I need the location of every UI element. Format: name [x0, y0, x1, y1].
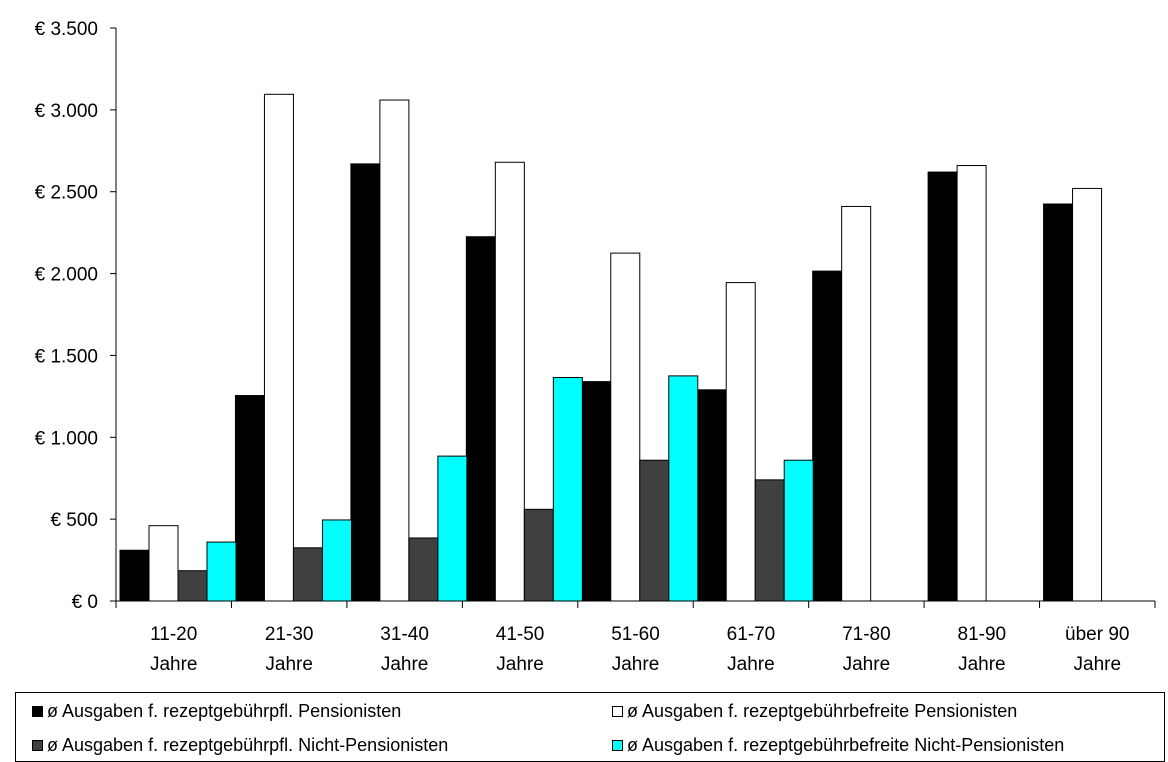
x-category-label: 41-50: [496, 624, 545, 645]
bar: [783, 459, 814, 602]
bar: [696, 389, 727, 602]
bar: [437, 455, 468, 602]
y-tick-label: € 500: [50, 510, 98, 531]
bar: [523, 508, 554, 602]
bar: [148, 525, 179, 602]
x-category-label: Jahre: [496, 654, 544, 675]
legend-label-3: ø Ausgaben f. rezeptgebührbefreite Nicht…: [627, 735, 1065, 755]
bar: [263, 93, 294, 602]
bar: [177, 570, 208, 602]
x-category-label: Jahre: [843, 654, 891, 675]
y-tick-label: € 1.000: [35, 428, 98, 449]
bar: [610, 252, 641, 602]
x-category-label: 61-70: [727, 624, 776, 645]
bar: [581, 381, 612, 602]
bar: [292, 547, 323, 602]
bar: [725, 282, 756, 602]
bar: [494, 161, 525, 602]
legend-item-3: ø Ausgaben f. rezeptgebührbefreite Nicht…: [612, 735, 1064, 756]
bar: [639, 459, 670, 602]
bar: [234, 395, 265, 602]
x-category-label: 81-90: [958, 624, 1007, 645]
x-category-label: 51-60: [611, 624, 660, 645]
legend-item-0: ø Ausgaben f. rezeptgebührpfl. Pensionis…: [32, 701, 401, 722]
y-tick-label: € 3.000: [35, 101, 98, 122]
x-category-label: Jahre: [612, 654, 660, 675]
x-category-label: Jahre: [381, 654, 429, 675]
bar: [1043, 203, 1074, 602]
x-category-label: Jahre: [1074, 654, 1122, 675]
legend-swatch-1: [612, 706, 623, 717]
bar: [350, 163, 381, 602]
bar: [754, 479, 785, 602]
bar: [668, 375, 699, 602]
bar: [321, 519, 352, 602]
bar: [812, 270, 843, 602]
legend-label-2: ø Ausgaben f. rezeptgebührpfl. Nicht-Pen…: [47, 735, 449, 755]
y-tick-label: € 3.500: [35, 19, 98, 40]
x-category-label: 71-80: [842, 624, 891, 645]
bar: [379, 99, 410, 602]
x-category-label: über 90: [1065, 624, 1129, 645]
y-tick-label: € 1.500: [35, 346, 98, 367]
legend-item-1: ø Ausgaben f. rezeptgebührbefreite Pensi…: [612, 701, 1017, 722]
bar: [206, 541, 237, 602]
bar: [119, 549, 150, 602]
x-category-label: 11-20: [150, 624, 197, 645]
bar: [408, 537, 439, 602]
x-category-label: 21-30: [265, 624, 314, 645]
bar: [552, 377, 583, 602]
bar: [465, 236, 496, 602]
bar: [927, 171, 958, 602]
chart-legend: ø Ausgaben f. rezeptgebührpfl. Pensionis…: [15, 692, 1165, 762]
bar: [1072, 187, 1103, 602]
x-category-label: Jahre: [150, 654, 198, 675]
legend-label-0: ø Ausgaben f. rezeptgebührpfl. Pensionis…: [47, 701, 402, 721]
legend-item-2: ø Ausgaben f. rezeptgebührpfl. Nicht-Pen…: [32, 735, 448, 756]
bar: [956, 165, 987, 602]
y-tick-label: € 0: [72, 592, 98, 613]
legend-swatch-3: [612, 740, 623, 751]
x-category-label: Jahre: [265, 654, 313, 675]
y-tick-label: € 2.000: [35, 265, 98, 286]
y-tick-label: € 2.500: [35, 183, 98, 204]
x-category-label: Jahre: [958, 654, 1006, 675]
legend-swatch-2: [32, 740, 43, 751]
x-category-label: Jahre: [727, 654, 775, 675]
x-category-label: 31-40: [380, 624, 429, 645]
legend-label-1: ø Ausgaben f. rezeptgebührbefreite Pensi…: [627, 701, 1018, 721]
legend-swatch-0: [32, 706, 43, 717]
bar: [841, 205, 872, 602]
bar-chart: € 0 € 500 € 1.000 € 1.500 € 2.000 € 2.500 € 3.…: [35, 19, 1156, 675]
